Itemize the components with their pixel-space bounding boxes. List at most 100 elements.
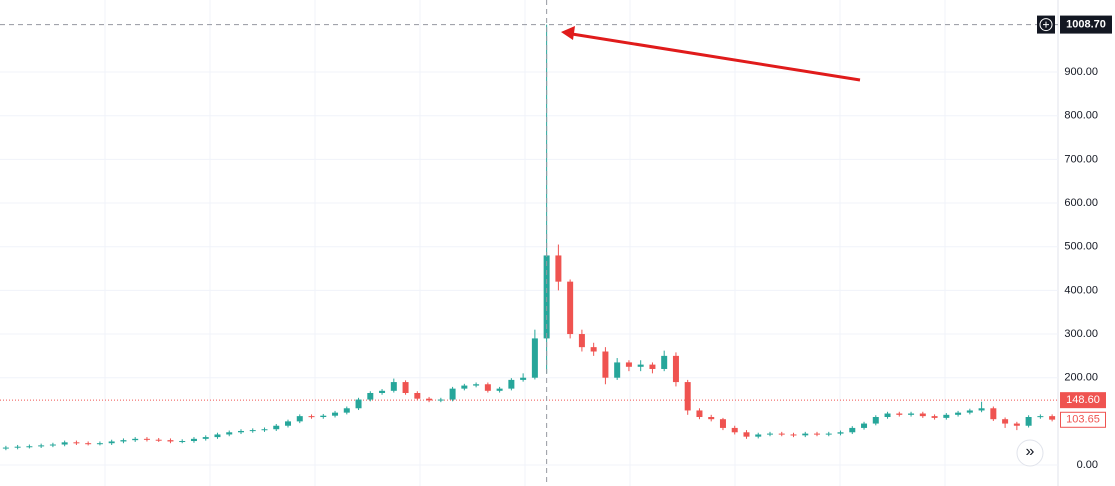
candle-body bbox=[684, 382, 691, 411]
candle-body bbox=[625, 362, 632, 367]
plus-button-circle bbox=[1039, 18, 1053, 32]
previous-close-box bbox=[1060, 411, 1106, 428]
candle-body bbox=[731, 427, 738, 433]
candle-body bbox=[226, 432, 233, 435]
candle-body bbox=[14, 446, 21, 448]
annotation-arrowhead bbox=[561, 26, 575, 40]
candle-body bbox=[614, 362, 621, 378]
candle-body bbox=[390, 382, 397, 391]
y-tick-label: 300.00 bbox=[1064, 328, 1098, 340]
candle-body bbox=[426, 398, 433, 401]
candle-body bbox=[1037, 416, 1044, 418]
candle-body bbox=[132, 438, 139, 441]
candle-body bbox=[919, 413, 926, 417]
candle-body bbox=[790, 434, 797, 436]
candle-body bbox=[38, 445, 45, 447]
candle-body bbox=[696, 410, 703, 418]
candle-body bbox=[120, 440, 127, 442]
candle-body bbox=[214, 434, 221, 438]
candle-body bbox=[966, 410, 973, 413]
candle-body bbox=[73, 442, 80, 444]
y-tick-label: 800.00 bbox=[1064, 110, 1098, 122]
previous-close-label: 103.65 bbox=[1066, 414, 1100, 426]
scroll-button-label: » bbox=[1026, 443, 1035, 460]
candle-body bbox=[202, 437, 209, 439]
candle-body bbox=[379, 390, 386, 393]
candle-body bbox=[578, 334, 585, 348]
candle-body bbox=[49, 444, 56, 446]
last-price-box bbox=[1060, 392, 1106, 409]
candle-body bbox=[861, 423, 868, 428]
candle-body bbox=[273, 425, 280, 430]
candle-body bbox=[802, 433, 809, 436]
candle-body bbox=[367, 392, 374, 400]
scroll-to-end-button[interactable]: » bbox=[1016, 439, 1044, 467]
candle-body bbox=[484, 384, 491, 391]
candle-body bbox=[285, 421, 292, 426]
candle-body bbox=[26, 446, 33, 448]
candle-body bbox=[743, 432, 750, 437]
candle-body bbox=[320, 415, 327, 418]
candle-body bbox=[661, 355, 668, 369]
candle-body bbox=[167, 440, 174, 442]
candle-body bbox=[190, 438, 197, 442]
candle-body bbox=[1049, 416, 1056, 420]
candle-body bbox=[896, 413, 903, 415]
candle-body bbox=[931, 416, 938, 418]
candle-body bbox=[649, 364, 656, 369]
candle-body bbox=[872, 417, 879, 424]
candle-body bbox=[96, 443, 103, 445]
candle-body bbox=[355, 399, 362, 409]
y-tick-label: 200.00 bbox=[1064, 372, 1098, 384]
candle-body bbox=[708, 417, 715, 420]
y-tick-label: 400.00 bbox=[1064, 284, 1098, 296]
candle-body bbox=[402, 382, 409, 393]
candle-body bbox=[766, 433, 773, 435]
candle-body bbox=[85, 443, 92, 445]
candle-body bbox=[543, 255, 550, 339]
time-grid bbox=[104, 0, 946, 486]
candle-body bbox=[179, 441, 186, 443]
candle-body bbox=[1025, 417, 1032, 426]
candle-body bbox=[837, 432, 844, 434]
candle-body bbox=[437, 399, 444, 401]
y-tick-label: 700.00 bbox=[1064, 153, 1098, 165]
candle-body bbox=[567, 281, 574, 335]
candle-body bbox=[61, 442, 68, 445]
candle-body bbox=[955, 412, 962, 415]
candle-body bbox=[461, 385, 468, 389]
y-tick-label: 0.00 bbox=[1077, 459, 1098, 471]
y-tick-label: 900.00 bbox=[1064, 66, 1098, 78]
candle-body bbox=[672, 355, 679, 383]
candle-body bbox=[555, 255, 562, 282]
annotation-arrow bbox=[571, 32, 861, 82]
candle-body bbox=[1002, 419, 1009, 424]
y-tick-label: 500.00 bbox=[1064, 241, 1098, 253]
last-price-label: 148.60 bbox=[1066, 394, 1100, 406]
candle-body bbox=[531, 338, 538, 378]
candle-body bbox=[249, 430, 256, 432]
candle-body bbox=[755, 434, 762, 437]
candle-body bbox=[508, 379, 515, 389]
candle-body bbox=[590, 347, 597, 352]
crosshair-price-label: 1008.70 bbox=[1066, 18, 1106, 30]
y-tick-label: 600.00 bbox=[1064, 197, 1098, 209]
crosshair-price-box bbox=[1060, 15, 1112, 34]
candle-body bbox=[520, 377, 527, 380]
candle-body bbox=[237, 430, 244, 433]
candle-body bbox=[296, 416, 303, 422]
candle-body bbox=[449, 388, 456, 400]
candle-body bbox=[778, 433, 785, 435]
candle-body bbox=[108, 441, 115, 444]
candle-body bbox=[1013, 423, 1020, 426]
candle-body bbox=[2, 447, 9, 449]
candle-body bbox=[473, 384, 480, 386]
candle-body bbox=[308, 416, 315, 418]
candle-body bbox=[908, 413, 915, 415]
candle-body bbox=[719, 419, 726, 428]
candle-body bbox=[414, 392, 421, 399]
candle-body bbox=[990, 408, 997, 420]
candle-body bbox=[978, 408, 985, 411]
candle-body bbox=[884, 413, 891, 418]
